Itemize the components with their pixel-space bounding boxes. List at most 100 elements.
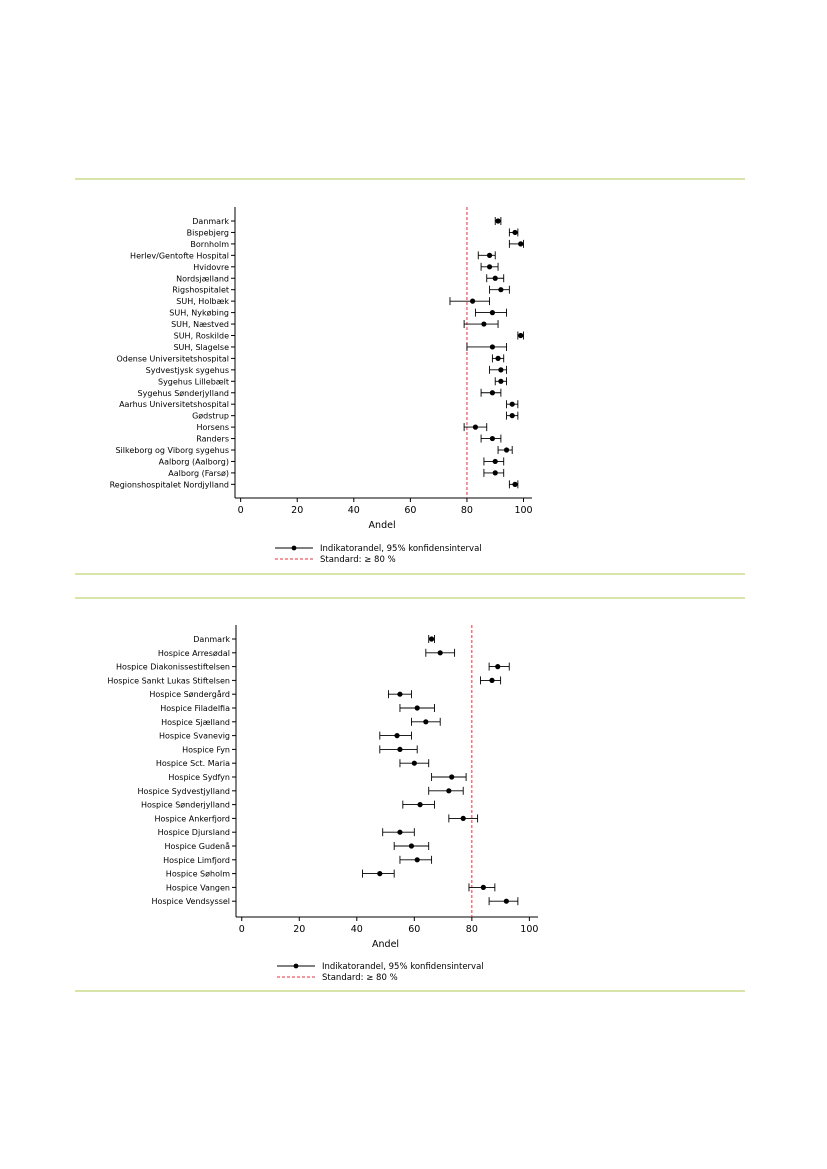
category-label: Hospice Diakonissestiftelsen (116, 663, 230, 672)
x-tick-label: 0 (239, 924, 245, 935)
x-tick-label: 100 (514, 505, 532, 516)
hospital-forest-chart: 0 20 40 60 80 100 Andel Danmark Bispebjerg Bornho… (110, 207, 533, 565)
x-axis-label: Andel (372, 939, 399, 950)
data-point (495, 218, 501, 224)
data-point (486, 252, 493, 258)
data-point (397, 829, 403, 835)
data-point (423, 719, 429, 725)
data-point (414, 705, 420, 711)
category-label: Aalborg (Farsø) (168, 469, 229, 478)
category-label: Hospice Fyn (182, 745, 230, 754)
x-tick-label: 40 (348, 505, 360, 516)
data-point (411, 760, 417, 766)
category-label: Herlev/Gentofte Hospital (130, 251, 229, 260)
category-label: Gødstrup (192, 412, 229, 421)
category-label: Aarhus Universitetshospital (119, 400, 229, 409)
legend-standard-label: Standard: ≥ 80 % (322, 973, 398, 983)
category-label: Hospice Arresødal (158, 649, 230, 658)
data-point (492, 470, 498, 476)
data-point (489, 435, 495, 442)
data-point (512, 481, 518, 487)
data-point (470, 298, 476, 304)
category-label: Hospice Ankerfjord (154, 814, 230, 823)
data-point (481, 321, 487, 327)
x-tick-label: 60 (404, 505, 416, 516)
data-point (417, 802, 423, 808)
x-tick-label: 100 (520, 924, 538, 935)
legend-estimate-marker (291, 545, 297, 551)
category-label: Hospice Sydvestjylland (137, 787, 230, 796)
category-label: Aalborg (Aalborg) (159, 457, 229, 466)
data-point (408, 843, 415, 849)
data-point (486, 264, 493, 270)
category-label: Sydvestjysk sygehus (146, 366, 229, 375)
x-tick-label: 80 (466, 924, 478, 935)
data-point (377, 871, 383, 877)
category-label: Rigshospitalet (172, 286, 229, 295)
data-point (492, 458, 498, 465)
category-label: Hospice Sydfyn (168, 773, 230, 782)
data-point (512, 229, 518, 236)
data-point (446, 788, 452, 794)
data-point (509, 401, 515, 407)
category-label: Hospice Gudenå (165, 841, 231, 851)
section-rule-bottom-2 (75, 990, 745, 992)
category-label: Hospice Sjælland (161, 718, 230, 727)
data-point (492, 275, 498, 281)
category-label: Danmark (192, 217, 229, 226)
legend-estimate-label: Indikatorandel, 95% konfidensinterval (322, 962, 484, 972)
data-point (480, 884, 486, 890)
category-label: Horsens (196, 423, 229, 432)
data-point (495, 355, 501, 361)
section-rule-top-2 (75, 597, 745, 599)
x-tick-label: 80 (461, 505, 473, 516)
category-label: Hospice Vendsyssel (151, 897, 230, 906)
data-point (518, 332, 524, 339)
hospice-forest-chart: 0 20 40 60 80 100 Andel Danmark Hospice Arresøda… (107, 625, 538, 983)
category-label: Hospice Søholm (166, 870, 230, 879)
data-point (428, 636, 435, 642)
category-label: Hospice Sønderjylland (141, 801, 230, 810)
category-label: Hvidovre (193, 263, 229, 272)
category-label: Silkeborg og Viborg sygehus (115, 446, 229, 455)
data-point (472, 424, 479, 430)
legend-estimate-label: Indikatorandel, 95% konfidensinterval (320, 544, 482, 554)
x-tick-label: 0 (238, 505, 244, 516)
category-label: Hospice Søndergård (149, 689, 230, 699)
x-tick-label: 40 (351, 924, 363, 935)
data-point (397, 746, 403, 752)
category-label: Hospice Sankt Lukas Stiftelsen (107, 676, 230, 685)
data-point (503, 447, 510, 453)
data-point (489, 677, 495, 683)
data-point (489, 390, 495, 396)
data-point (397, 691, 403, 697)
category-label: SUH, Holbæk (176, 297, 229, 306)
category-label: Hospice Limfjord (163, 856, 230, 865)
data-point (495, 664, 501, 670)
data-point (503, 898, 509, 904)
data-point (498, 378, 504, 384)
category-label: Nordsjælland (176, 274, 229, 283)
data-point (414, 857, 420, 863)
category-label: SUH, Roskilde (174, 332, 229, 341)
data-point (509, 413, 515, 419)
category-label: Regionshospitalet Nordjylland (110, 480, 229, 489)
legend-standard-label: Standard: ≥ 80 % (320, 555, 396, 565)
category-label: Hospice Svanevig (159, 732, 230, 741)
x-tick-label: 60 (408, 924, 420, 935)
category-label: Sygehus Sønderjylland (138, 389, 229, 398)
category-label: Sygehus Lillebælt (158, 377, 229, 386)
category-label: Hospice Vangen (166, 883, 230, 892)
category-label: Randers (196, 435, 229, 444)
category-label: Danmark (193, 635, 230, 644)
data-point (518, 241, 524, 247)
data-point (394, 733, 400, 739)
data-point (498, 367, 504, 373)
category-label: Hospice Djursland (158, 828, 230, 837)
category-label: SUH, Slagelse (173, 343, 229, 352)
category-label: SUH, Nykøbing (169, 309, 229, 318)
category-label: Odense Universitetshospital (116, 354, 229, 363)
data-point (498, 287, 504, 293)
section-rule-bottom-1 (75, 573, 745, 575)
x-tick-label: 20 (291, 505, 303, 516)
